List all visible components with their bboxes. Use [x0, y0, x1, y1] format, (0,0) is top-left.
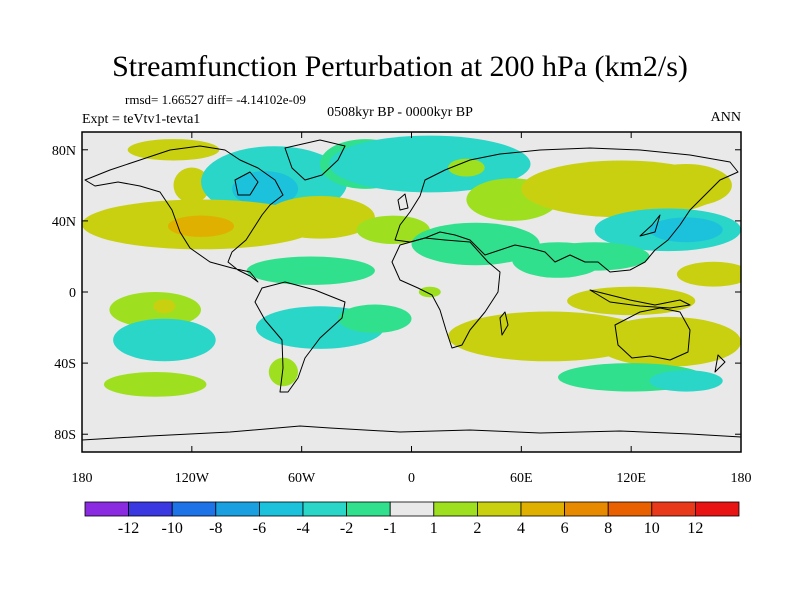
anomaly-region-18	[411, 222, 540, 266]
colorbar-label-3: -8	[209, 520, 222, 537]
colorbar-swatch-11	[520, 501, 565, 517]
season-label: ANN	[710, 110, 741, 125]
coastline-antarctica	[82, 425, 741, 441]
anomaly-region-17	[356, 215, 430, 244]
coastline-north-america	[84, 145, 284, 283]
colorbar-label-13: 10	[644, 520, 660, 537]
anomaly-region-20	[539, 242, 650, 271]
x-tick-label-2: 120W	[175, 471, 210, 486]
anomaly-region-4	[232, 171, 299, 207]
colorbar-swatch-2	[128, 501, 173, 517]
y-tick-label-1: 80N	[52, 144, 76, 159]
anomaly-region-30	[136, 334, 174, 349]
rmsd-diff-label: rmsd= 1.66527 diff= -4.14102e-09	[125, 92, 306, 107]
colorbar-label-5: -4	[296, 520, 309, 537]
colorbar: -12 -10 -8 -6 -4 -2 -1 1 2 4 6 8 10 12	[84, 501, 740, 537]
anomaly-contours	[82, 135, 741, 397]
colorbar-label-1: -12	[118, 520, 139, 537]
colorbar-swatch-4	[215, 501, 260, 517]
coastline-south-america	[254, 281, 346, 393]
colorbar-swatch-5	[258, 501, 304, 517]
coastline-australia	[614, 307, 691, 361]
x-tick-label-6: 120E	[616, 471, 646, 486]
colorbar-label-14: 12	[687, 520, 703, 537]
coastline-africa	[391, 237, 501, 349]
coastline-greenland	[284, 139, 346, 181]
anomaly-region-26	[338, 304, 412, 333]
colorbar-label-11: 6	[561, 520, 569, 537]
anomaly-region-31	[103, 372, 207, 397]
y-tick-label-3: 0	[69, 286, 76, 301]
colorbar-label-9: 2	[473, 520, 481, 537]
y-tick-label-4: 40S	[54, 357, 76, 372]
anomaly-region-36	[268, 357, 298, 387]
x-axis-ticks: 180 120W 60W 0 60E 120E 180	[72, 132, 752, 486]
colorbar-swatch-15	[695, 501, 740, 517]
anomaly-region-21	[246, 256, 375, 285]
colorbar-swatch-6	[302, 501, 347, 517]
colorbar-swatch-3	[171, 501, 217, 517]
colorbar-label-12: 8	[604, 520, 612, 537]
colorbar-swatch-9	[433, 501, 478, 517]
anomaly-region-28	[153, 299, 176, 314]
coastline-japan	[639, 214, 661, 237]
anomaly-region-35	[649, 370, 723, 392]
period-label: 0508kyr BP - 0000kyr BP	[327, 105, 473, 120]
coastline-indonesia	[589, 289, 691, 309]
x-tick-label-4: 0	[408, 471, 415, 486]
colorbar-label-2: -10	[162, 520, 183, 537]
colorbar-swatch-8	[389, 501, 435, 517]
coastline-eurasia	[394, 147, 739, 273]
x-tick-label-1: 180	[72, 471, 93, 486]
experiment-label: Expt = teVtv1-tevta1	[82, 112, 201, 127]
colorbar-swatch-7	[346, 501, 391, 517]
colorbar-label-10: 4	[517, 520, 525, 537]
colorbar-swatch-13	[607, 501, 653, 517]
anomaly-region-16	[265, 196, 375, 239]
colorbar-label-7: -1	[384, 520, 397, 537]
anomaly-region-22	[418, 286, 441, 298]
colorbar-swatch-14	[651, 501, 696, 517]
y-axis-ticks: 80N 40N 0 40S 80S	[52, 144, 741, 443]
anomaly-region-9	[448, 158, 485, 177]
coastline-british-isles	[397, 193, 409, 211]
anomaly-region-33	[594, 316, 741, 367]
colorbar-swatch-10	[476, 501, 522, 517]
colorbar-swatch-12	[564, 501, 609, 517]
anomaly-region-15	[168, 215, 234, 237]
coastlines	[82, 139, 741, 441]
y-tick-label-5: 80S	[54, 428, 76, 443]
x-tick-label-3: 60W	[288, 471, 316, 486]
anomaly-region-13	[649, 217, 723, 243]
colorbar-swatch-1	[84, 501, 129, 517]
anomaly-region-11	[640, 164, 732, 207]
coastline-new-zealand	[714, 354, 726, 373]
anomaly-region-24	[676, 261, 741, 287]
y-tick-label-2: 40N	[52, 215, 76, 230]
colorbar-label-6: -2	[340, 520, 353, 537]
colorbar-label-4: -6	[253, 520, 266, 537]
colorbar-label-8: 1	[430, 520, 438, 537]
anomaly-region-2	[173, 167, 211, 204]
chart-title: Streamfunction Perturbation at 200 hPa (…	[112, 50, 688, 83]
x-tick-label-7: 180	[731, 471, 752, 486]
x-tick-label-5: 60E	[510, 471, 533, 486]
coastline-hudson-bay	[234, 171, 259, 196]
coastline-madagascar	[499, 311, 509, 336]
